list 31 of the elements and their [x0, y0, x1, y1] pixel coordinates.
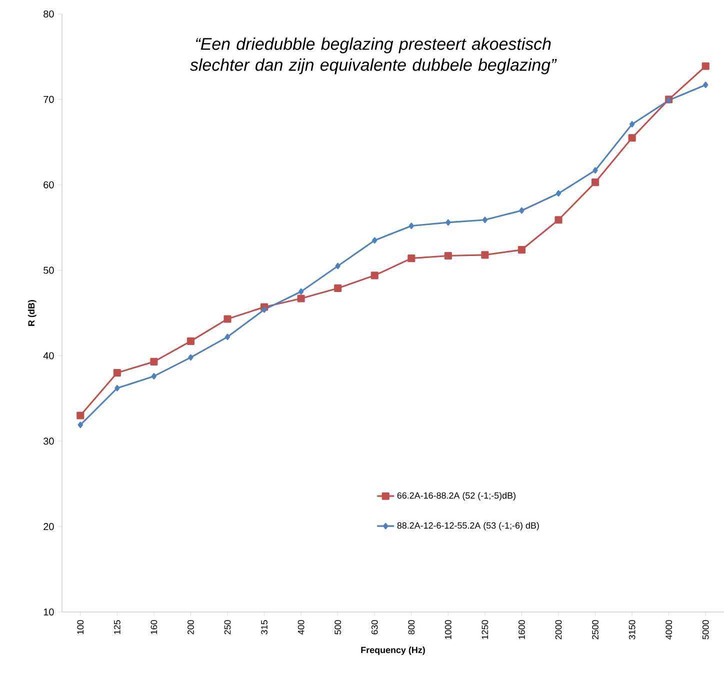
x-tick-label: 3150: [628, 620, 636, 640]
x-tick-label: 160: [150, 620, 158, 634]
x-tick-label: 100: [77, 620, 84, 634]
y-tick-label: 10: [44, 608, 54, 616]
x-tick-label: 5000: [702, 620, 709, 640]
y-tick-label: 30: [44, 438, 54, 445]
y-tick-label: 40: [43, 352, 54, 360]
x-tick-label: 2500: [592, 620, 598, 640]
x-tick-label: 125: [114, 620, 120, 634]
x-tick-label: 315: [261, 620, 268, 634]
x-tick-label: 1250: [482, 620, 488, 640]
y-tick-label: 70: [44, 96, 54, 103]
y-axis-title: R (dB): [28, 300, 36, 326]
x-tick-label: 200: [188, 620, 194, 634]
text: “Een driedubble beglazing presteert akoestisch slechter dan zijn equivalente dubbele beglazing”: [190, 38, 557, 74]
x-tick-label: 1000: [444, 620, 452, 640]
x-tick-label: 4000: [666, 620, 672, 640]
legend-label: 66.2A-16-88.2A (52 (-1;-5)dB): [397, 492, 516, 500]
y-tick-label: 20: [44, 523, 54, 530]
x-tick-label: 2000: [555, 620, 562, 640]
x-axis-title: Frequency (Hz): [361, 646, 425, 655]
y-tick-label: 60: [44, 181, 54, 188]
y-tick-label: 80: [44, 10, 54, 18]
x-tick-label: 800: [408, 620, 415, 634]
y-tick-label: 50: [44, 266, 54, 274]
x-tick-label: 630: [371, 620, 378, 634]
x-tick-label: 400: [298, 620, 304, 635]
x-tick-label: 1600: [518, 620, 525, 640]
x-tick-label: 500: [334, 620, 342, 634]
x-tick-label: 250: [224, 620, 231, 634]
legend-label: 88.2A-12-6-12-55.2A (53 (-1;-6) dB): [397, 522, 539, 530]
